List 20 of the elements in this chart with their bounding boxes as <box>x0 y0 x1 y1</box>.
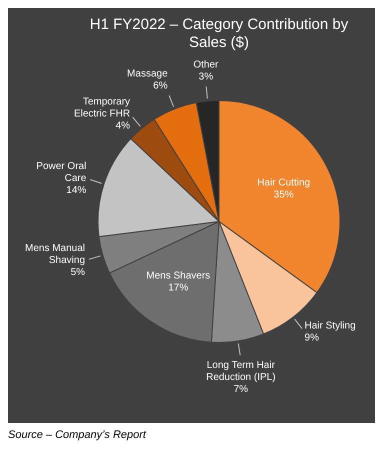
slice-label: Power Oral Care <box>36 161 87 184</box>
slice-label: Massage <box>127 68 168 80</box>
slice-label: Temporary Electric FHR <box>74 96 130 120</box>
data-label: 14% <box>66 185 86 196</box>
slice-label: Long Term Hair Reduction (IPL) <box>206 360 276 384</box>
data-label: 35% <box>274 189 294 200</box>
slice-label: Hair Styling <box>304 320 356 332</box>
data-label: 4% <box>116 120 130 132</box>
slice-label: Other <box>193 59 220 70</box>
data-label: 6% <box>153 80 168 92</box>
data-label: 17% <box>168 282 188 294</box>
chart-title: H1 FY2022 – Category Contribution by Sales ($) <box>90 16 349 52</box>
slice-label: Hair Cutting <box>257 177 310 188</box>
slice-label: Mens Manual Shaving <box>24 243 86 266</box>
data-label: 5% <box>70 267 86 278</box>
data-label: 9% <box>304 332 320 344</box>
data-label: 3% <box>198 71 214 82</box>
slice-label: Mens Shavers <box>146 270 210 282</box>
source-note: Source – Company’s Report <box>8 429 148 441</box>
data-label: 7% <box>234 384 248 396</box>
